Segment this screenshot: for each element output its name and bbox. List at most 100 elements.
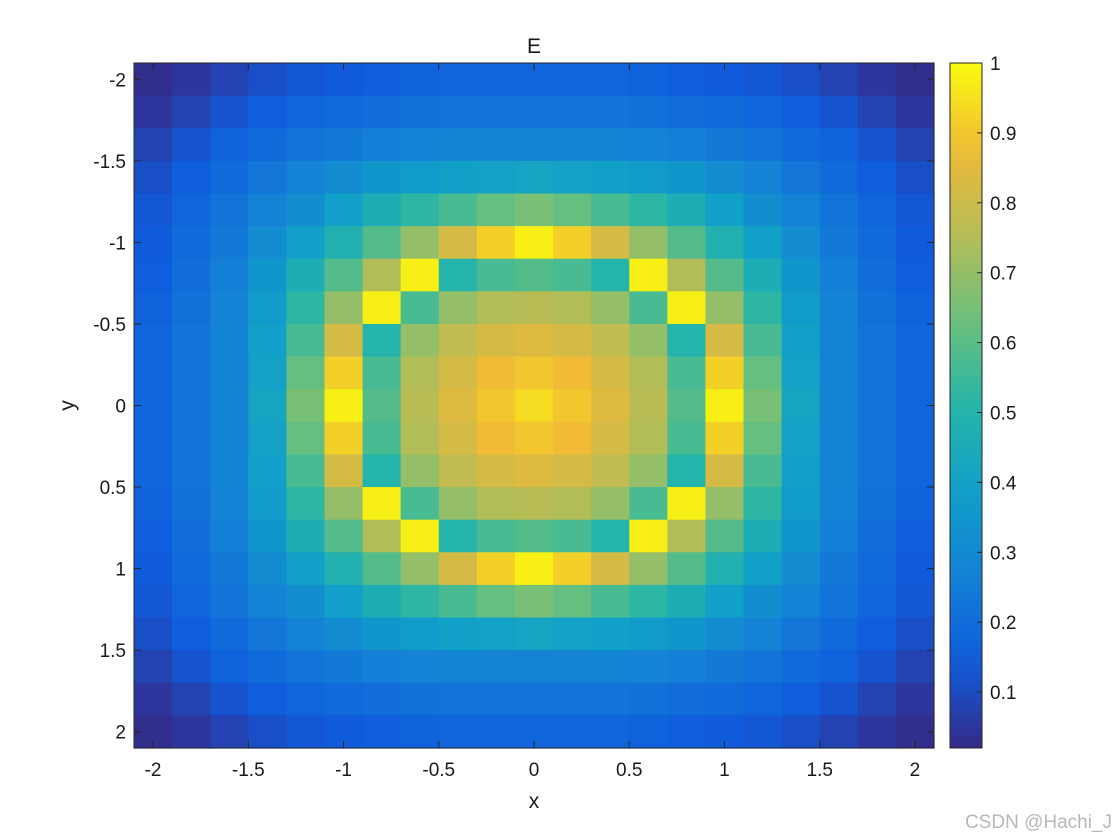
heatmap-cell (514, 552, 554, 586)
heatmap-cell (438, 650, 478, 684)
heatmap-cell (553, 356, 592, 390)
heatmap-cell (286, 421, 326, 456)
heatmap-cell (248, 552, 287, 586)
heatmap-cell (819, 193, 859, 227)
heatmap-cell (667, 715, 707, 749)
heatmap-cell (743, 193, 783, 227)
heatmap-cell (438, 617, 478, 651)
heatmap-cell (667, 487, 707, 521)
heatmap-cell (400, 160, 440, 195)
heatmap-cell (400, 258, 440, 292)
heatmap-cell (819, 650, 859, 684)
heatmap-cell (438, 291, 478, 325)
heatmap-cell (362, 552, 402, 586)
heatmap-cell (705, 258, 745, 292)
heatmap-cell (248, 715, 287, 749)
heatmap-cell (553, 682, 592, 716)
heatmap-cell (857, 682, 897, 716)
heatmap-cell (705, 193, 745, 227)
heatmap-cell (210, 193, 249, 227)
heatmap-cell (324, 650, 364, 684)
heatmap-cell (172, 128, 211, 162)
heatmap-cell (514, 421, 554, 456)
heatmap-cell (210, 487, 249, 521)
heatmap-cell (591, 682, 630, 716)
heatmap-cell (743, 95, 783, 129)
heatmap-cell (438, 454, 478, 488)
heatmap-cell (819, 63, 859, 97)
colorbar-tick-label: 0.7 (990, 264, 1016, 285)
x-tick-label: -2 (145, 760, 162, 781)
heatmap-cell (210, 454, 249, 488)
heatmap-cell (591, 226, 630, 260)
heatmap-cell (400, 128, 440, 162)
heatmap-cell (553, 617, 592, 651)
heatmap-cell (743, 356, 783, 390)
heatmap-cell (210, 584, 249, 619)
heatmap-cell (134, 617, 173, 651)
heatmap-cell (743, 650, 783, 684)
heatmap-cell (629, 128, 668, 162)
heatmap-cell (895, 617, 935, 651)
heatmap-cell (591, 323, 630, 358)
heatmap-cell (476, 552, 516, 586)
y-tick-label: -0.5 (93, 315, 126, 336)
heatmap-cell (819, 389, 859, 423)
heatmap-cell (134, 519, 173, 553)
heatmap-cell (705, 519, 745, 553)
heatmap-cell (286, 128, 326, 162)
heatmap-cell (324, 519, 364, 553)
heatmap-cell (819, 356, 859, 390)
heatmap-cell (705, 356, 745, 390)
heatmap-cell (743, 421, 783, 456)
heatmap-cell (476, 291, 516, 325)
heatmap-cell (172, 617, 211, 651)
heatmap-cell (514, 389, 554, 423)
heatmap-cell (857, 584, 897, 619)
heatmap-cell (553, 95, 592, 129)
heatmap-cell (895, 487, 935, 521)
heatmap-cell (667, 291, 707, 325)
heatmap-cell (438, 519, 478, 553)
heatmap-cell (210, 421, 249, 456)
heatmap-cell (286, 160, 326, 195)
heatmap-cell (895, 519, 935, 553)
heatmap-cell (819, 95, 859, 129)
heatmap-cell (781, 258, 821, 292)
heatmap-cell (895, 421, 935, 456)
heatmap-cell (134, 323, 173, 358)
heatmap-cell (362, 258, 402, 292)
heatmap-cell (781, 356, 821, 390)
heatmap-cell (629, 160, 668, 195)
heatmap-cell (591, 454, 630, 488)
heatmap-cell (324, 389, 364, 423)
heatmap-cell (781, 193, 821, 227)
heatmap-cell (781, 487, 821, 521)
heatmap-cell (667, 650, 707, 684)
heatmap-cell (857, 487, 897, 521)
heatmap-cell (667, 63, 707, 97)
heatmap-cell (438, 487, 478, 521)
heatmap-cell (362, 356, 402, 390)
heatmap-cell (400, 454, 440, 488)
heatmap-cell (362, 63, 402, 97)
heatmap-cell (286, 552, 326, 586)
heatmap-cell (819, 291, 859, 325)
heatmap-cell (667, 160, 707, 195)
heatmap-cell (248, 356, 287, 390)
heatmap-cell (438, 421, 478, 456)
heatmap-cell (514, 356, 554, 390)
heatmap-cell (781, 323, 821, 358)
heatmap-cell (819, 552, 859, 586)
x-tick-label: 0 (529, 760, 540, 781)
heatmap-cell (172, 552, 211, 586)
heatmap-cell (895, 323, 935, 358)
heatmap-cell (591, 291, 630, 325)
heatmap-cell (400, 650, 440, 684)
heatmap-cell (819, 128, 859, 162)
heatmap-cell (248, 617, 287, 651)
heatmap-cell (286, 323, 326, 358)
heatmap-cell (324, 487, 364, 521)
y-axis-ticks: -2 -1.5 -1 -0.5 0 0.5 1 1.5 2 (93, 70, 934, 744)
heatmap-cell (514, 291, 554, 325)
